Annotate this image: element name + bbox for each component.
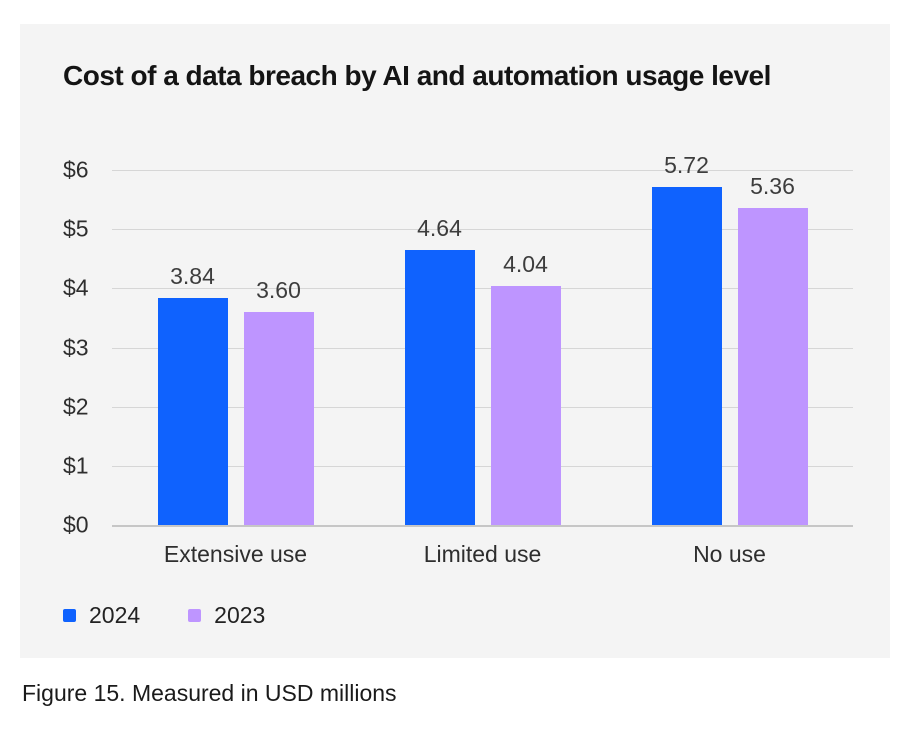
value-label-2023-limited-use: 4.04 [503,250,548,277]
figure-caption: Figure 15. Measured in USD millions [22,680,397,706]
chart-title: Cost of a data breach by AI and automati… [63,60,771,91]
y-tick-label: $0 [63,511,89,538]
bar-2024-limited-use [404,250,475,525]
gridline [112,170,853,171]
y-axis-labels: $6 $5 $4 $3 $2 $1 $0 [63,157,109,538]
legend-item-2024: 2024 [63,602,140,629]
legend-swatch-icon [63,609,76,622]
y-tick-label: $3 [63,334,89,360]
legend-label: 2023 [214,602,266,628]
y-tick-label: $5 [63,215,89,242]
legend-item-2023: 2023 [188,602,265,629]
chart-legend: 2024 2023 [63,602,313,629]
y-tick-label: $1 [63,452,89,479]
y-tick-label: $6 [63,156,89,183]
gridline [112,525,853,527]
value-label-2024-extensive-use: 3.84 [170,262,215,289]
bar-2023-no-use [737,207,808,525]
value-label-2024-limited-use: 4.64 [417,215,462,242]
x-category-label-no-use: No use [693,541,766,567]
x-category-label-extensive-use: Extensive use [163,541,308,567]
legend-label: 2024 [89,602,141,628]
bar-2023-limited-use [490,285,561,525]
y-tick-label: $4 [63,274,89,301]
bar-2024-extensive-use [157,297,228,525]
legend-swatch-icon [188,609,202,622]
gridline [112,465,853,467]
y-tick-label: $2 [63,393,89,420]
gridline [112,229,853,231]
x-category-label-limited-use: Limited use [423,541,542,567]
x-axis-labels: Extensive use Limited use No use [112,541,853,573]
bar-2023-extensive-use [243,312,314,525]
value-label-2024-no-use: 5.72 [664,151,709,178]
gridline [112,347,853,349]
bar-2024-no-use [651,186,722,525]
value-label-2023-extensive-use: 3.60 [256,277,301,303]
chart-card: Cost of a data breach by AI and automati… [20,24,890,658]
gridline [112,406,853,408]
gridline [112,288,853,290]
value-label-2023-no-use: 5.36 [750,172,795,199]
plot-area: 3.84 3.60 4.64 4.04 5.72 5.36 [112,152,853,527]
